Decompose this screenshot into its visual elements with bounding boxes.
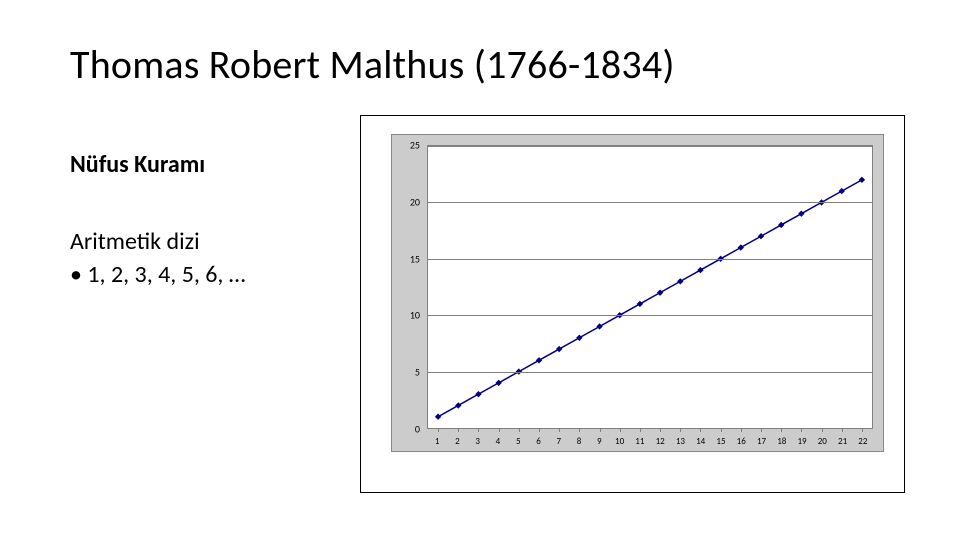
series-example: • 1, 2, 3, 4, 5, 6, …	[70, 260, 350, 289]
x-tick-label: 22	[858, 436, 867, 447]
y-tick-label: 10	[410, 309, 420, 322]
x-tick-label: 21	[838, 436, 847, 447]
x-tick	[822, 428, 823, 432]
x-tick-label: 3	[475, 436, 480, 447]
y-tick-label: 5	[415, 366, 420, 379]
x-tick	[842, 428, 843, 432]
x-tick	[620, 428, 621, 432]
y-tick-label: 15	[410, 252, 420, 265]
x-tick	[660, 428, 661, 432]
x-tick	[700, 428, 701, 432]
x-tick	[741, 428, 742, 432]
y-tick-label: 25	[410, 139, 420, 152]
x-tick-label: 18	[777, 436, 786, 447]
x-tick-label: 5	[516, 436, 521, 447]
data-line	[438, 180, 862, 417]
x-tick-label: 9	[597, 436, 602, 447]
x-tick	[761, 428, 762, 432]
gridline	[428, 146, 872, 147]
slide: Thomas Robert Malthus (1766-1834) Nüfus …	[0, 0, 960, 540]
x-tick	[721, 428, 722, 432]
x-tick	[478, 428, 479, 432]
x-tick-label: 17	[757, 436, 766, 447]
x-tick	[499, 428, 500, 432]
gridline	[428, 202, 872, 203]
x-tick-label: 14	[696, 436, 705, 447]
subtitle: Nüfus Kuramı	[70, 150, 350, 179]
chart-container: 0510152025 12345678910111213141516171819…	[360, 115, 905, 493]
x-tick-label: 11	[635, 436, 644, 447]
x-tick	[781, 428, 782, 432]
x-tick-label: 10	[615, 436, 624, 447]
gridline	[428, 315, 872, 316]
x-tick	[600, 428, 601, 432]
x-axis-labels: 12345678910111213141516171819202122	[427, 433, 873, 451]
x-tick-label: 20	[818, 436, 827, 447]
x-tick-label: 1	[435, 436, 440, 447]
line-series	[428, 146, 872, 428]
y-axis-labels: 0510152025	[392, 145, 424, 429]
series-label: Aritmetik dizi	[70, 227, 350, 256]
x-tick	[539, 428, 540, 432]
x-tick-label: 15	[716, 436, 725, 447]
y-tick-label: 20	[410, 195, 420, 208]
x-tick	[862, 428, 863, 432]
x-tick	[640, 428, 641, 432]
x-tick	[519, 428, 520, 432]
plot-area	[427, 145, 873, 429]
x-tick	[438, 428, 439, 432]
x-tick-label: 2	[455, 436, 460, 447]
page-title: Thomas Robert Malthus (1766-1834)	[70, 40, 675, 89]
x-tick-label: 6	[536, 436, 541, 447]
x-tick	[579, 428, 580, 432]
x-tick	[458, 428, 459, 432]
chart-panel: 0510152025 12345678910111213141516171819…	[391, 134, 884, 452]
x-tick-label: 12	[656, 436, 665, 447]
x-tick	[801, 428, 802, 432]
x-tick	[559, 428, 560, 432]
x-tick	[680, 428, 681, 432]
y-tick-label: 0	[415, 423, 420, 436]
x-tick-label: 8	[577, 436, 582, 447]
gridline	[428, 372, 872, 373]
x-tick-label: 16	[737, 436, 746, 447]
x-tick-label: 13	[676, 436, 685, 447]
x-tick-label: 7	[556, 436, 561, 447]
x-tick-label: 4	[496, 436, 501, 447]
text-block: Nüfus Kuramı Aritmetik dizi • 1, 2, 3, 4…	[70, 150, 350, 293]
gridline	[428, 259, 872, 260]
x-tick-label: 19	[797, 436, 806, 447]
